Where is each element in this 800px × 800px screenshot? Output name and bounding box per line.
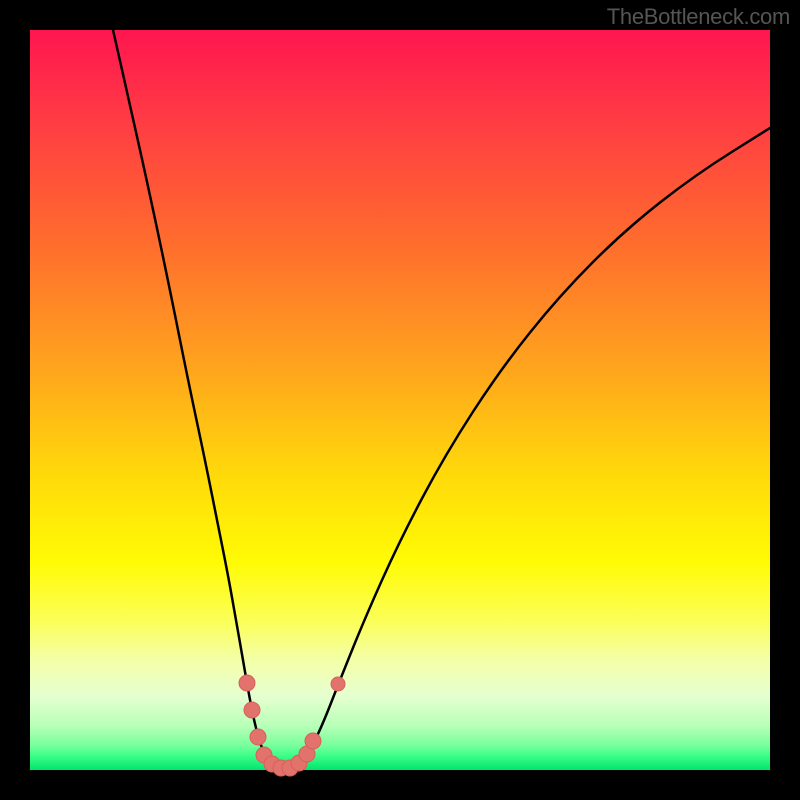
watermark-text: TheBottleneck.com (607, 4, 790, 30)
chart-svg (0, 0, 800, 800)
curve-marker (244, 702, 260, 718)
plot-background (30, 30, 770, 770)
curve-marker (239, 675, 255, 691)
curve-marker (305, 733, 321, 749)
curve-marker (250, 729, 266, 745)
curve-marker (331, 677, 345, 691)
bottleneck-chart: TheBottleneck.com (0, 0, 800, 800)
